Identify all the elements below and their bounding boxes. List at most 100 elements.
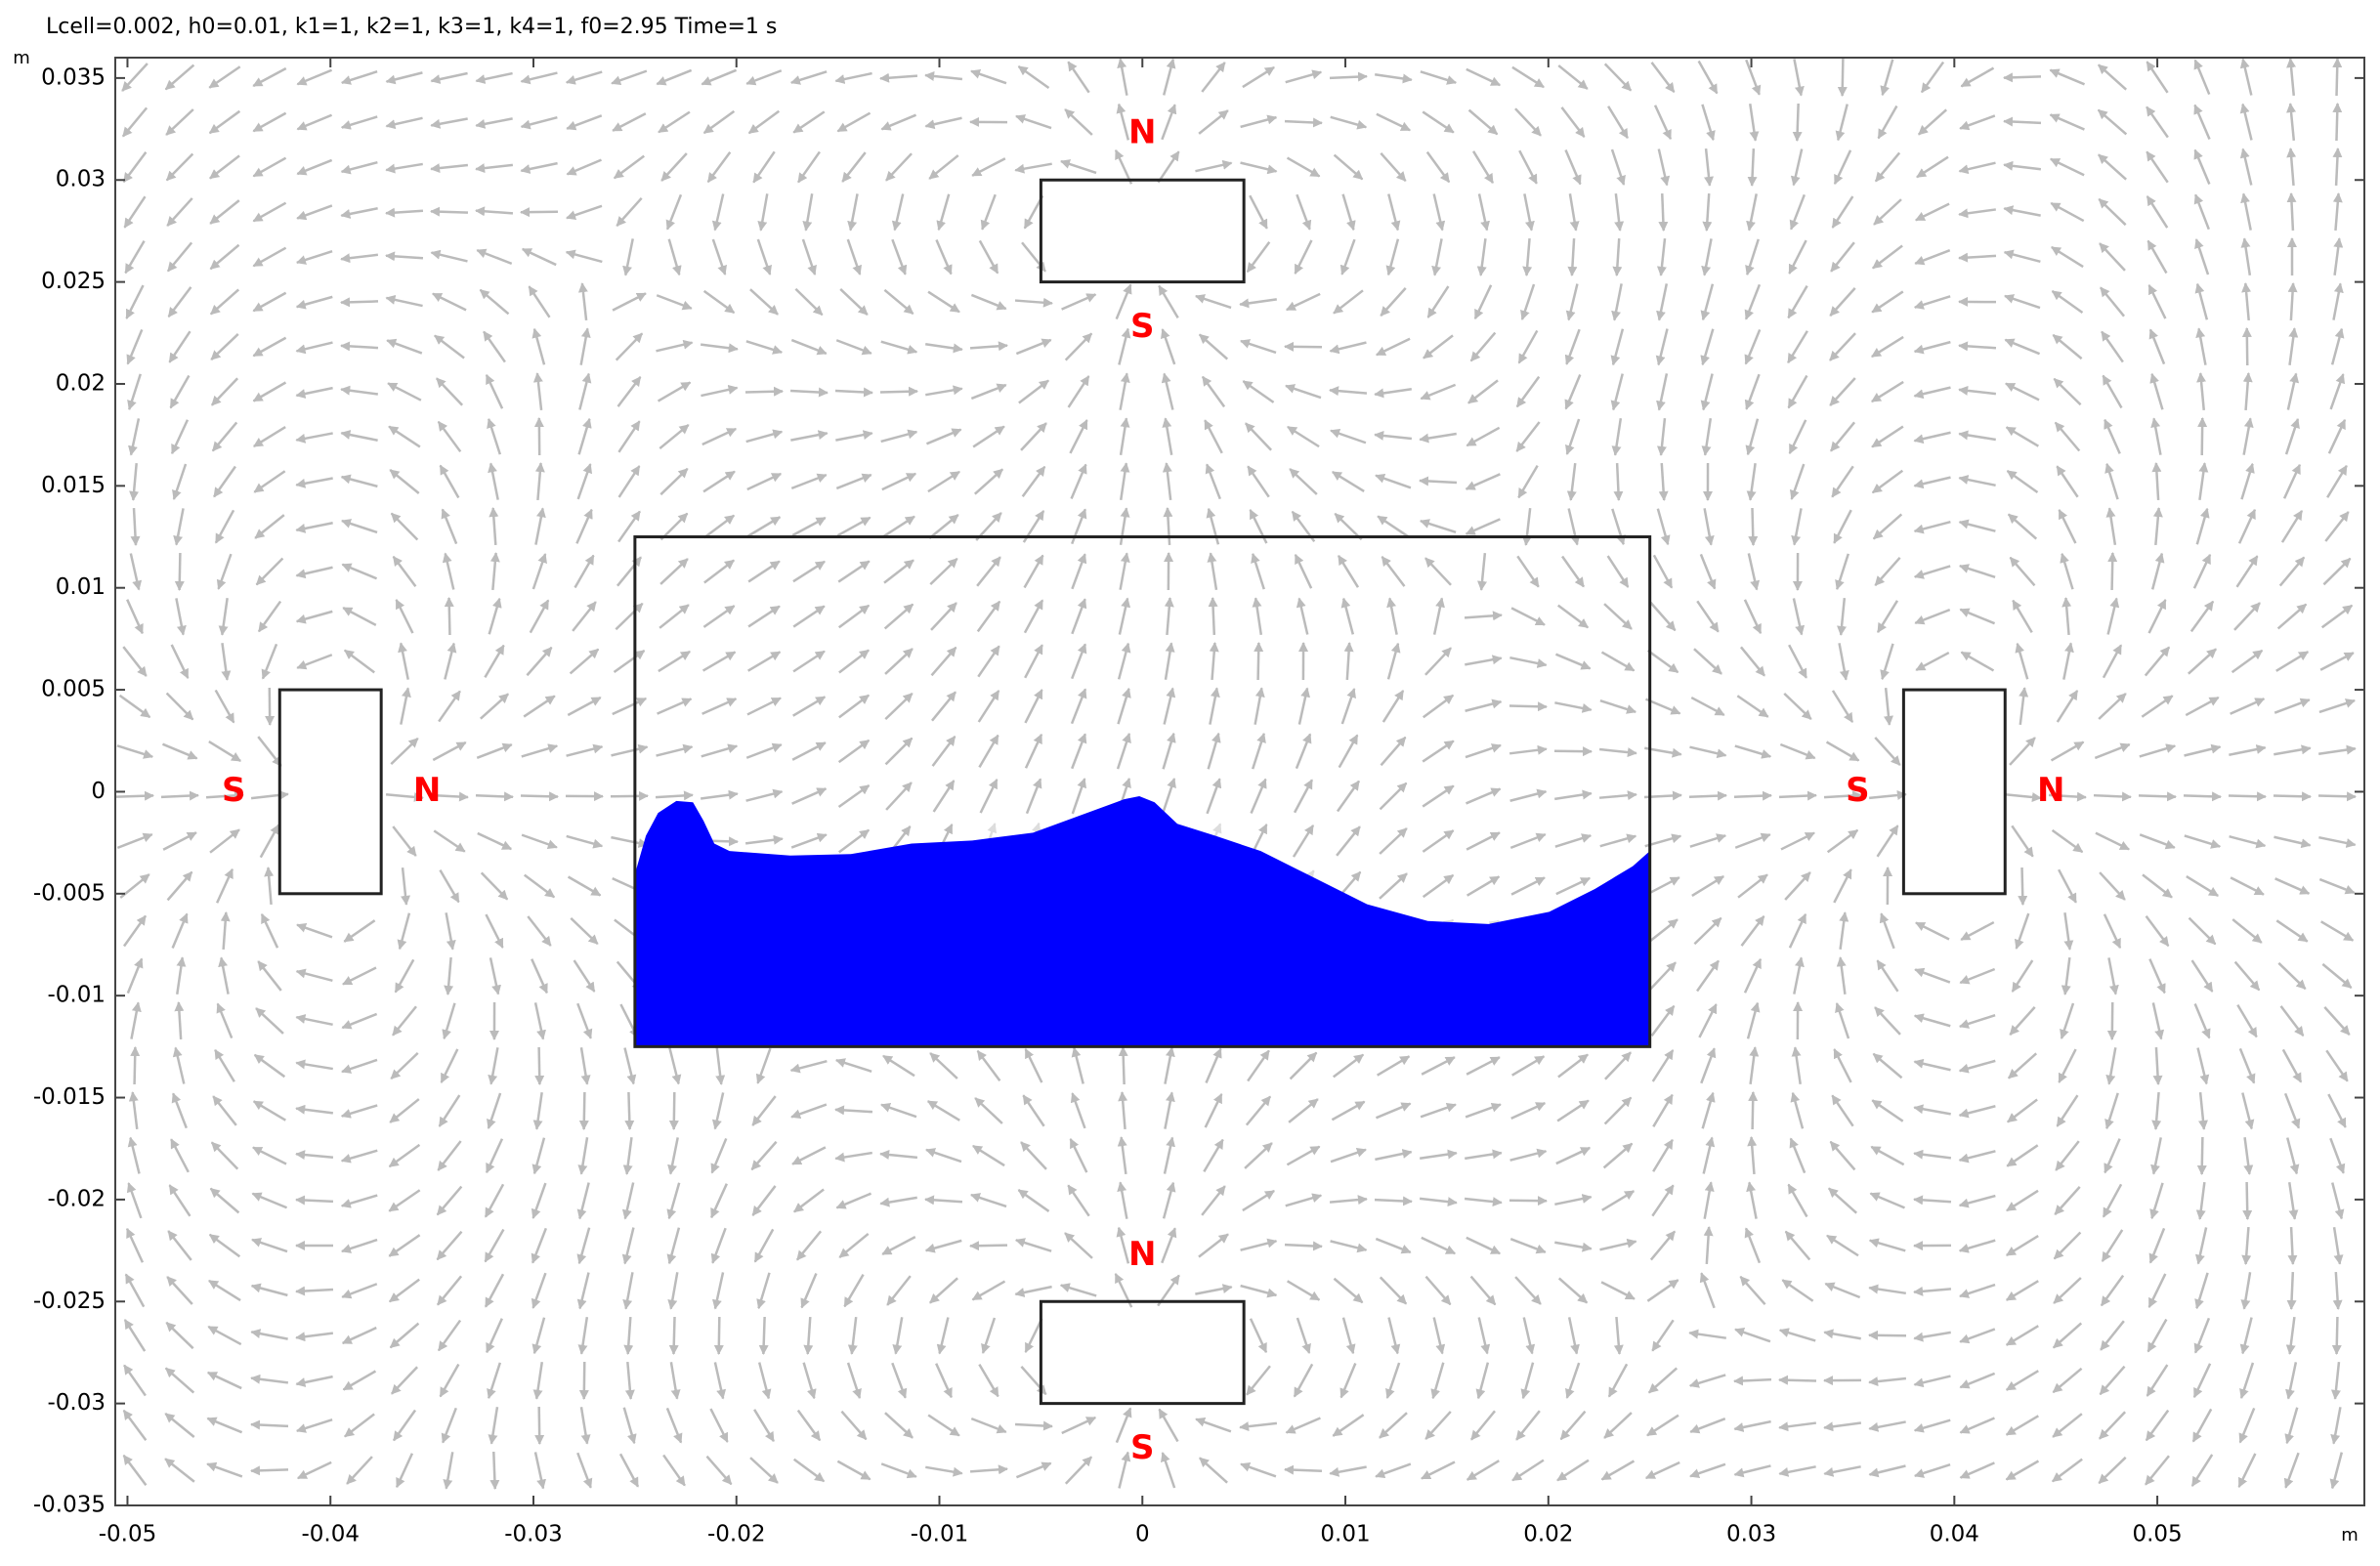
field-arrow: [385, 71, 423, 85]
field-arrow: [1696, 600, 1720, 633]
magnet: [277, 688, 383, 896]
field-arrow: [2054, 1186, 2081, 1215]
field-arrow: [1787, 1183, 1808, 1218]
field-arrow: [1553, 746, 1593, 757]
field-arrow: [1913, 1375, 1951, 1388]
field-arrow: [659, 512, 689, 541]
field-arrow: [1014, 1285, 1052, 1297]
field-arrow: [1249, 194, 1268, 230]
field-arrow: [2098, 197, 2127, 227]
field-arrow: [1836, 956, 1847, 995]
field-arrow: [1517, 329, 1539, 364]
field-arrow: [385, 791, 424, 802]
field-arrow: [749, 1457, 779, 1484]
field-arrow: [623, 1316, 634, 1355]
field-arrow: [1375, 473, 1412, 489]
field-arrow: [1163, 507, 1173, 546]
field-arrow: [669, 1362, 681, 1400]
field-arrow: [792, 605, 826, 628]
field-arrow: [2192, 1363, 2212, 1399]
field-arrow: [976, 600, 1001, 633]
field-arrow: [1246, 240, 1271, 274]
field-arrow: [430, 249, 468, 263]
field-arrow: [2286, 58, 2297, 97]
field-arrow: [1204, 419, 1223, 454]
field-arrow: [1829, 1140, 1856, 1171]
field-arrow: [1789, 463, 1806, 500]
field-arrow: [172, 463, 188, 500]
field-arrow: [1289, 1051, 1318, 1080]
field-arrow: [1204, 1093, 1223, 1128]
field-arrow: [1161, 328, 1176, 365]
field-arrow: [529, 599, 550, 634]
field-arrow: [930, 646, 957, 677]
field-arrow: [929, 1277, 958, 1304]
field-arrow: [711, 1272, 725, 1310]
field-arrow: [480, 871, 509, 901]
field-arrow: [2286, 1271, 2297, 1310]
field-arrow: [1425, 150, 1451, 184]
south-label: S: [1130, 307, 1155, 346]
field-arrow: [972, 425, 1005, 448]
field-arrow: [340, 1149, 378, 1164]
field-arrow: [755, 1047, 772, 1084]
field-arrow: [2052, 333, 2083, 360]
field-arrow: [846, 1362, 862, 1400]
field-arrow: [1959, 114, 1996, 131]
y-tick-label: -0.01: [47, 983, 106, 1008]
field-arrow: [444, 956, 454, 995]
field-arrow: [1739, 646, 1766, 677]
field-arrow: [1650, 62, 1676, 93]
magnet: [1039, 178, 1246, 284]
field-arrow: [436, 1230, 463, 1261]
field-arrow: [1607, 1363, 1629, 1398]
field-arrow: [1872, 1052, 1903, 1079]
field-arrow: [1649, 1230, 1677, 1261]
field-arrow: [2183, 791, 2222, 802]
field-arrow: [1465, 1102, 1502, 1119]
field-arrow: [1061, 1416, 1097, 1435]
field-arrow: [659, 423, 690, 450]
field-arrow: [612, 112, 647, 132]
field-arrow: [116, 744, 154, 759]
field-arrow: [1913, 386, 1951, 400]
field-arrow: [2139, 743, 2177, 758]
north-label: N: [1128, 113, 1156, 152]
field-arrow: [167, 1230, 192, 1261]
field-arrow: [1116, 732, 1131, 770]
field-arrow: [1014, 297, 1053, 308]
field-arrow: [1747, 1136, 1758, 1175]
field-arrow: [2194, 282, 2209, 320]
field-arrow: [2048, 791, 2087, 802]
field-arrow: [295, 566, 333, 579]
field-arrow: [1161, 104, 1177, 141]
field-arrow: [976, 1049, 1001, 1081]
field-arrow: [341, 563, 378, 580]
field-arrow: [2056, 690, 2079, 723]
field-arrow: [2005, 426, 2039, 447]
field-arrow: [1475, 1362, 1490, 1400]
field-arrow: [1958, 1194, 1996, 1208]
field-arrow: [756, 238, 772, 275]
field-arrow: [751, 1185, 777, 1216]
field-arrow: [206, 1371, 242, 1390]
field-arrow: [1784, 1230, 1811, 1261]
field-arrow: [1330, 115, 1368, 130]
field-arrow: [752, 150, 776, 184]
field-arrow: [2273, 791, 2312, 802]
field-arrow: [520, 71, 558, 85]
field-arrow: [837, 560, 871, 583]
field-arrow: [252, 291, 287, 313]
field-arrow: [122, 151, 148, 184]
field-arrow: [341, 519, 378, 534]
field-arrow: [125, 284, 145, 319]
field-arrow: [1466, 1236, 1502, 1255]
field-arrow: [1162, 58, 1176, 96]
field-arrow: [532, 372, 543, 411]
field-arrow: [1557, 604, 1590, 629]
field-arrow: [209, 199, 240, 225]
field-arrow: [2060, 1002, 2075, 1039]
field-arrow: [440, 1048, 459, 1083]
field-arrow: [2100, 1320, 2125, 1351]
field-arrow: [838, 1232, 870, 1259]
